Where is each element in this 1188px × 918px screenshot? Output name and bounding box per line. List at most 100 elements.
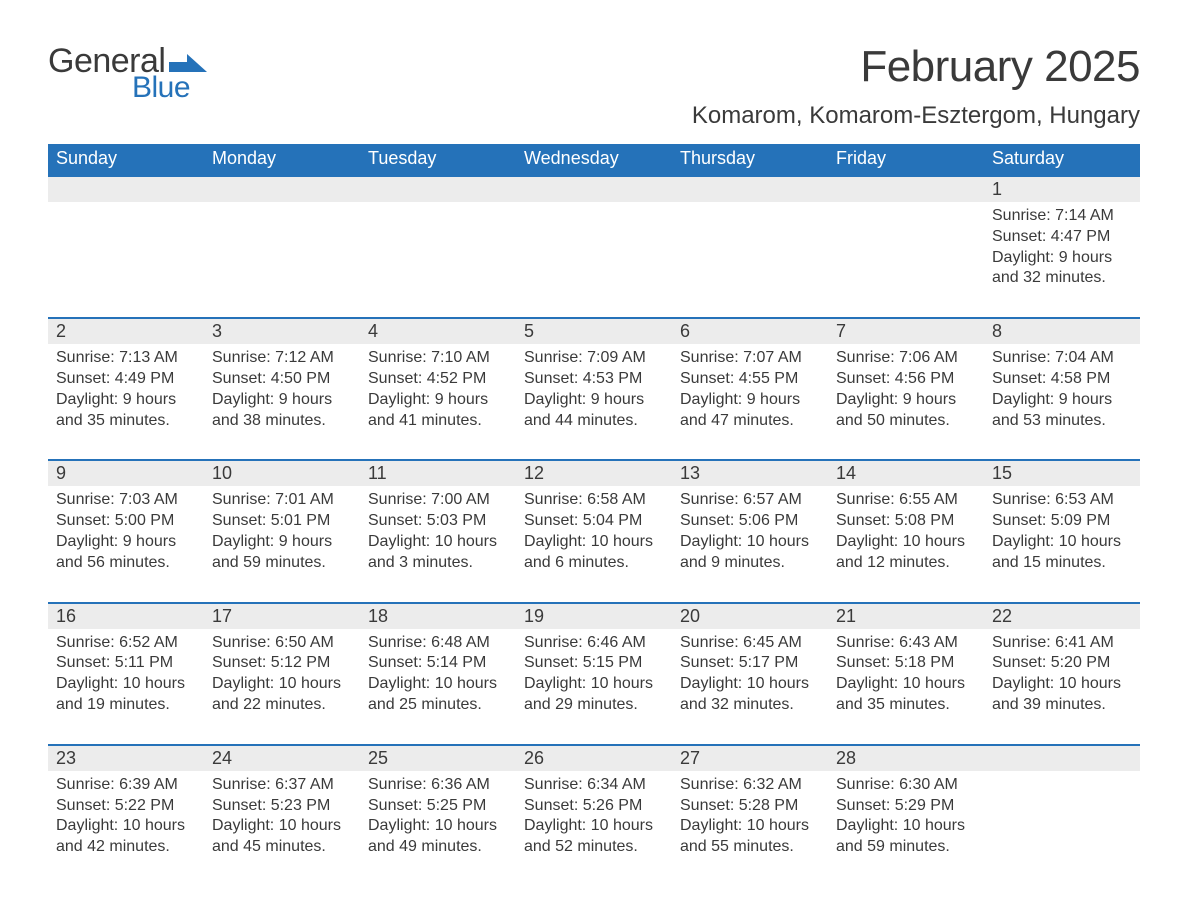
- day-detail-cell: Sunrise: 7:00 AMSunset: 5:03 PMDaylight:…: [360, 486, 516, 602]
- daylight-line: Daylight: 9 hours and 59 minutes.: [212, 532, 352, 574]
- sunrise-line: Sunrise: 6:30 AM: [836, 775, 976, 796]
- day-header: Saturday: [984, 144, 1140, 176]
- day-number-cell: 2: [48, 318, 204, 344]
- day-number-cell: 11: [360, 460, 516, 486]
- day-header: Sunday: [48, 144, 204, 176]
- sunset-line: Sunset: 5:15 PM: [524, 653, 664, 674]
- day-detail-cell: Sunrise: 7:04 AMSunset: 4:58 PMDaylight:…: [984, 344, 1140, 460]
- day-number-cell: 5: [516, 318, 672, 344]
- daylight-line: Daylight: 10 hours and 19 minutes.: [56, 674, 196, 716]
- day-header: Friday: [828, 144, 984, 176]
- daylight-line: Daylight: 10 hours and 9 minutes.: [680, 532, 820, 574]
- sunrise-line: Sunrise: 6:57 AM: [680, 490, 820, 511]
- sunrise-line: Sunrise: 7:10 AM: [368, 348, 508, 369]
- sunset-line: Sunset: 5:09 PM: [992, 511, 1132, 532]
- day-number-cell: 28: [828, 745, 984, 771]
- day-detail-cell: [360, 202, 516, 318]
- day-number-cell: [48, 176, 204, 202]
- sunset-line: Sunset: 5:18 PM: [836, 653, 976, 674]
- day-detail-cell: Sunrise: 7:14 AMSunset: 4:47 PMDaylight:…: [984, 202, 1140, 318]
- sunrise-line: Sunrise: 7:07 AM: [680, 348, 820, 369]
- day-number-cell: 20: [672, 603, 828, 629]
- day-number-cell: 10: [204, 460, 360, 486]
- daylight-line: Daylight: 9 hours and 32 minutes.: [992, 248, 1132, 290]
- daylight-line: Daylight: 10 hours and 45 minutes.: [212, 816, 352, 858]
- sunset-line: Sunset: 5:04 PM: [524, 511, 664, 532]
- day-number-cell: 18: [360, 603, 516, 629]
- day-detail-cell: Sunrise: 6:41 AMSunset: 5:20 PMDaylight:…: [984, 629, 1140, 745]
- sunrise-line: Sunrise: 6:32 AM: [680, 775, 820, 796]
- sunset-line: Sunset: 5:12 PM: [212, 653, 352, 674]
- day-number-cell: [828, 176, 984, 202]
- day-detail-cell: Sunrise: 6:37 AMSunset: 5:23 PMDaylight:…: [204, 771, 360, 866]
- day-number-cell: 27: [672, 745, 828, 771]
- sunrise-line: Sunrise: 7:09 AM: [524, 348, 664, 369]
- sunset-line: Sunset: 4:53 PM: [524, 369, 664, 390]
- sunset-line: Sunset: 5:08 PM: [836, 511, 976, 532]
- daylight-line: Daylight: 10 hours and 25 minutes.: [368, 674, 508, 716]
- brand-part2: Blue: [132, 71, 207, 105]
- daylight-line: Daylight: 10 hours and 55 minutes.: [680, 816, 820, 858]
- day-detail-cell: [48, 202, 204, 318]
- day-number-cell: 24: [204, 745, 360, 771]
- day-number-cell: 17: [204, 603, 360, 629]
- day-detail-cell: Sunrise: 6:32 AMSunset: 5:28 PMDaylight:…: [672, 771, 828, 866]
- week-daynum-row: 232425262728: [48, 745, 1140, 771]
- day-detail-cell: Sunrise: 6:30 AMSunset: 5:29 PMDaylight:…: [828, 771, 984, 866]
- sunrise-line: Sunrise: 6:41 AM: [992, 633, 1132, 654]
- sunrise-line: Sunrise: 6:36 AM: [368, 775, 508, 796]
- sunset-line: Sunset: 5:03 PM: [368, 511, 508, 532]
- sunset-line: Sunset: 5:11 PM: [56, 653, 196, 674]
- sunrise-line: Sunrise: 6:55 AM: [836, 490, 976, 511]
- week-detail-row: Sunrise: 6:52 AMSunset: 5:11 PMDaylight:…: [48, 629, 1140, 745]
- sunrise-line: Sunrise: 7:14 AM: [992, 206, 1132, 227]
- day-detail-cell: Sunrise: 6:53 AMSunset: 5:09 PMDaylight:…: [984, 486, 1140, 602]
- calendar-table: Sunday Monday Tuesday Wednesday Thursday…: [48, 144, 1140, 866]
- day-detail-cell: Sunrise: 7:10 AMSunset: 4:52 PMDaylight:…: [360, 344, 516, 460]
- sunrise-line: Sunrise: 6:43 AM: [836, 633, 976, 654]
- sunrise-line: Sunrise: 6:45 AM: [680, 633, 820, 654]
- day-detail-cell: [672, 202, 828, 318]
- day-number-cell: [360, 176, 516, 202]
- day-detail-cell: Sunrise: 7:07 AMSunset: 4:55 PMDaylight:…: [672, 344, 828, 460]
- daylight-line: Daylight: 10 hours and 29 minutes.: [524, 674, 664, 716]
- day-number-cell: 6: [672, 318, 828, 344]
- week-detail-row: Sunrise: 7:03 AMSunset: 5:00 PMDaylight:…: [48, 486, 1140, 602]
- daylight-line: Daylight: 9 hours and 35 minutes.: [56, 390, 196, 432]
- daylight-line: Daylight: 10 hours and 35 minutes.: [836, 674, 976, 716]
- sunset-line: Sunset: 5:26 PM: [524, 796, 664, 817]
- day-number-cell: [984, 745, 1140, 771]
- sunset-line: Sunset: 5:25 PM: [368, 796, 508, 817]
- daylight-line: Daylight: 10 hours and 42 minutes.: [56, 816, 196, 858]
- daylight-line: Daylight: 9 hours and 38 minutes.: [212, 390, 352, 432]
- day-number-cell: 9: [48, 460, 204, 486]
- day-number-cell: 21: [828, 603, 984, 629]
- day-detail-cell: [828, 202, 984, 318]
- day-detail-cell: Sunrise: 7:03 AMSunset: 5:00 PMDaylight:…: [48, 486, 204, 602]
- sunset-line: Sunset: 4:55 PM: [680, 369, 820, 390]
- calendar-body: 1Sunrise: 7:14 AMSunset: 4:47 PMDaylight…: [48, 176, 1140, 866]
- day-detail-cell: Sunrise: 6:39 AMSunset: 5:22 PMDaylight:…: [48, 771, 204, 866]
- day-number-cell: 3: [204, 318, 360, 344]
- day-number-cell: 19: [516, 603, 672, 629]
- sunset-line: Sunset: 5:22 PM: [56, 796, 196, 817]
- day-detail-cell: Sunrise: 7:09 AMSunset: 4:53 PMDaylight:…: [516, 344, 672, 460]
- week-detail-row: Sunrise: 7:13 AMSunset: 4:49 PMDaylight:…: [48, 344, 1140, 460]
- day-detail-cell: [984, 771, 1140, 866]
- daylight-line: Daylight: 9 hours and 56 minutes.: [56, 532, 196, 574]
- sunrise-line: Sunrise: 7:04 AM: [992, 348, 1132, 369]
- sunset-line: Sunset: 4:58 PM: [992, 369, 1132, 390]
- day-number-cell: 7: [828, 318, 984, 344]
- daylight-line: Daylight: 10 hours and 12 minutes.: [836, 532, 976, 574]
- page-header: General Blue February 2025 Komarom, Koma…: [48, 42, 1140, 130]
- day-number-cell: 26: [516, 745, 672, 771]
- day-detail-cell: Sunrise: 6:52 AMSunset: 5:11 PMDaylight:…: [48, 629, 204, 745]
- sunrise-line: Sunrise: 6:48 AM: [368, 633, 508, 654]
- sunset-line: Sunset: 5:29 PM: [836, 796, 976, 817]
- sunset-line: Sunset: 5:00 PM: [56, 511, 196, 532]
- daylight-line: Daylight: 10 hours and 52 minutes.: [524, 816, 664, 858]
- week-detail-row: Sunrise: 6:39 AMSunset: 5:22 PMDaylight:…: [48, 771, 1140, 866]
- day-number-cell: [204, 176, 360, 202]
- sunset-line: Sunset: 4:50 PM: [212, 369, 352, 390]
- daylight-line: Daylight: 9 hours and 50 minutes.: [836, 390, 976, 432]
